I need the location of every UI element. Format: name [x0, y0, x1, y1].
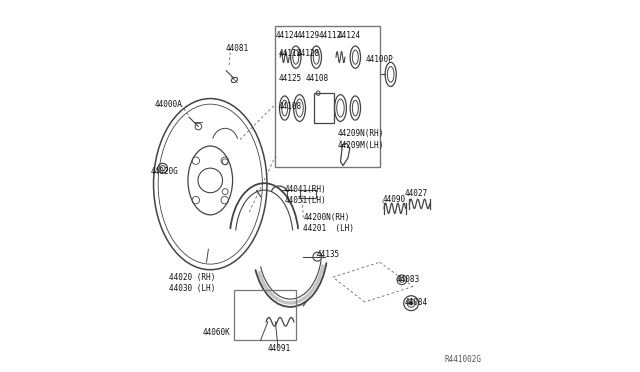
Text: 44128: 44128: [296, 49, 319, 58]
Text: 44112: 44112: [278, 49, 301, 58]
Text: 44051(LH): 44051(LH): [285, 196, 326, 205]
Text: 44209M(LH): 44209M(LH): [338, 141, 384, 150]
Text: 44100P: 44100P: [365, 55, 393, 64]
Text: 44020G: 44020G: [151, 167, 179, 176]
Text: 44084: 44084: [405, 298, 428, 307]
Text: 44027: 44027: [405, 189, 428, 198]
Text: 44129: 44129: [296, 31, 319, 40]
Text: R441002G: R441002G: [445, 355, 482, 364]
Text: 44090: 44090: [383, 195, 406, 203]
Bar: [300, 190, 316, 198]
Bar: [234, 290, 296, 340]
Text: 44124: 44124: [276, 31, 300, 40]
Text: 44125: 44125: [278, 74, 301, 83]
Text: 44081: 44081: [225, 44, 248, 53]
Text: 44020 (RH): 44020 (RH): [170, 273, 216, 282]
Text: 44030 (LH): 44030 (LH): [170, 284, 216, 293]
Text: 44124: 44124: [338, 31, 361, 40]
Text: 44108: 44108: [278, 102, 301, 110]
Text: 44108: 44108: [306, 74, 329, 83]
Text: 44201  (LH): 44201 (LH): [303, 224, 354, 233]
Text: 44083: 44083: [396, 275, 419, 284]
Bar: [314, 93, 334, 123]
Text: 44060K: 44060K: [203, 328, 230, 337]
Text: 44135: 44135: [317, 250, 340, 259]
Text: 44000A: 44000A: [154, 100, 182, 109]
Bar: [275, 26, 380, 167]
Circle shape: [410, 301, 413, 305]
Text: 44041(RH): 44041(RH): [285, 185, 326, 194]
Text: 44209N(RH): 44209N(RH): [338, 129, 384, 138]
Text: 44091: 44091: [268, 344, 291, 353]
Text: 44112: 44112: [319, 31, 342, 40]
Text: 44200N(RH): 44200N(RH): [303, 213, 349, 222]
